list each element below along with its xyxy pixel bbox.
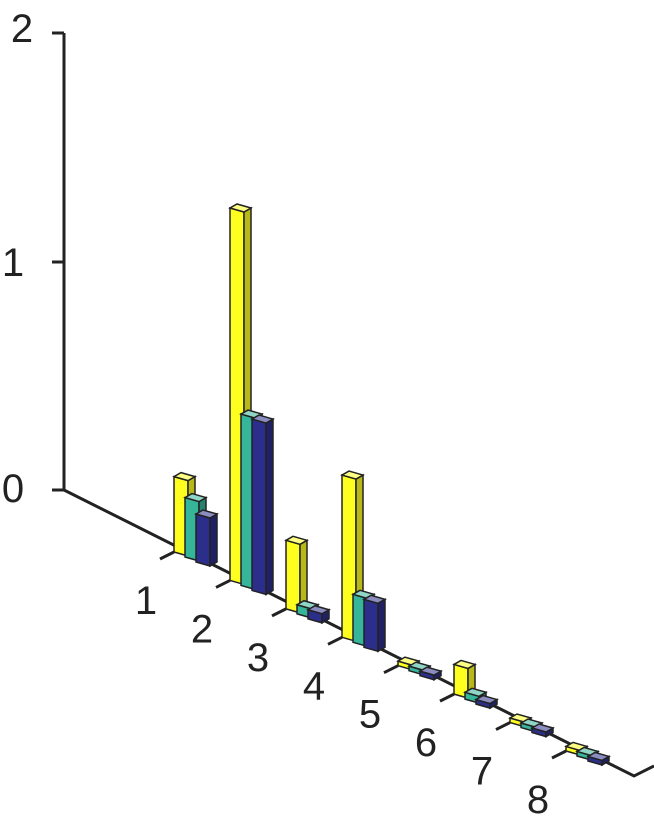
- category-label-2: 2: [191, 607, 213, 651]
- bar-group-1: [172, 471, 219, 568]
- bar-top: [284, 535, 309, 546]
- category-tick-3: [271, 607, 287, 618]
- bar-front: [285, 539, 301, 614]
- bar-group-5: [396, 656, 443, 682]
- category-tick-6: [439, 692, 455, 703]
- bar-side: [377, 598, 386, 653]
- bar-2-series-3: [250, 414, 275, 596]
- bar-top: [228, 203, 253, 213]
- bar-3-series-3: [306, 604, 331, 625]
- bar-top: [474, 694, 499, 705]
- bar-side: [209, 512, 218, 568]
- category-label-1: 1: [135, 579, 157, 623]
- bar-front: [363, 598, 379, 653]
- bar-top: [530, 723, 555, 733]
- bar-top: [340, 470, 365, 480]
- bar-front: [195, 513, 211, 567]
- bar-front: [251, 418, 267, 596]
- axes: 2 1 0: [2, 7, 654, 778]
- z-tick-label-0: 0: [2, 467, 24, 511]
- bar-6-series-3: [474, 694, 499, 710]
- category-tick-8: [551, 749, 567, 760]
- category-tick-2: [215, 579, 231, 589]
- category-label-7: 7: [471, 750, 493, 794]
- bar-top: [183, 492, 208, 503]
- category-tick-7: [495, 721, 511, 731]
- bar-top: [362, 594, 387, 605]
- category-label-3: 3: [247, 636, 269, 680]
- bar-5-series-3: [418, 666, 443, 682]
- bar-group-8: [564, 741, 611, 767]
- category-label-5: 5: [359, 693, 381, 737]
- bar-top: [172, 471, 197, 482]
- bar-top: [250, 414, 275, 424]
- bars: [172, 203, 611, 767]
- category-tick-5: [383, 664, 399, 675]
- bar-4-series-3: [362, 594, 387, 653]
- bar-3-series-1: [284, 535, 309, 615]
- bar-top: [452, 659, 477, 670]
- bar-top: [306, 604, 331, 615]
- bar-group-6: [452, 659, 499, 710]
- z-tick-label-1: 1: [2, 241, 24, 285]
- bar-group-4: [340, 470, 387, 653]
- bar-group-3: [284, 535, 331, 625]
- category-label-6: 6: [415, 721, 437, 765]
- bar-1-series-3: [194, 509, 219, 568]
- bar-top: [418, 666, 443, 676]
- bar-side: [265, 417, 274, 596]
- category-label-4: 4: [303, 664, 325, 708]
- bar-group-7: [508, 713, 555, 738]
- bar-top: [586, 751, 611, 762]
- bar-7-series-3: [530, 723, 555, 738]
- category-tick-1: [159, 550, 175, 561]
- z-tick-label-2: 2: [11, 7, 33, 51]
- bar-group-2: [228, 203, 275, 596]
- bar-top: [194, 509, 219, 519]
- category-tick-4: [327, 635, 343, 646]
- bar-8-series-3: [586, 751, 611, 767]
- category-label-8: 8: [527, 778, 549, 819]
- bar-top: [463, 687, 488, 698]
